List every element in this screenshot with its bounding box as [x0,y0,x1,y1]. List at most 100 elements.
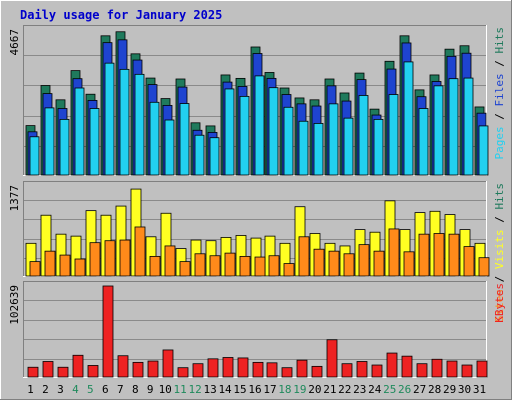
bar-sites-day-21 [328,250,340,277]
bar-kbytes-day-31 [476,360,488,378]
bar-sites-day-19 [298,236,310,277]
bar-pages-day-21 [328,103,339,176]
bar-sites-day-12 [194,253,206,277]
bar-sites-day-27 [418,233,430,277]
bar-sites-day-20 [313,248,325,277]
x-tick-label-day-12: 12 [189,383,202,396]
x-tick-label-day-3: 3 [57,383,64,396]
panel-bottom-legend: KBytes [493,283,506,323]
x-tick-label-day-13: 13 [203,383,216,396]
bar-kbytes-day-9 [147,360,159,378]
bar-sites-day-29 [448,233,460,277]
bar-sites-day-30 [463,246,475,277]
bar-kbytes-day-11 [177,367,189,378]
x-tick-label-day-8: 8 [132,383,139,396]
bar-pages-day-8 [134,73,145,176]
x-tick-label-day-24: 24 [368,383,382,396]
bar-pages-day-29 [448,78,459,176]
x-tick-label-day-16: 16 [248,383,261,396]
bar-pages-day-16 [254,75,265,176]
bar-pages-day-25 [388,94,399,176]
legend-separator: / [493,107,506,127]
bar-sites-day-8 [134,226,146,277]
bar-sites-day-17 [268,255,280,277]
bar-pages-day-11 [179,103,190,176]
legend-visits: Visits [493,229,506,269]
legend-sites: Sites [493,289,506,322]
x-tick-label-day-10: 10 [159,383,172,396]
legend-separator: / [493,54,506,74]
bar-pages-day-9 [149,101,160,176]
x-tick-label-day-28: 28 [428,383,441,396]
bar-pages-day-15 [239,95,250,176]
bar-pages-day-1 [29,136,40,176]
bar-kbytes-day-22 [341,363,353,378]
bar-pages-day-23 [358,95,369,176]
legend-separator: / [493,269,506,289]
bar-kbytes-day-15 [237,357,249,378]
bar-sites-day-31 [478,257,490,277]
bar-pages-day-3 [59,118,70,176]
bar-sites-day-4 [74,258,86,277]
bar-sites-day-6 [104,240,116,277]
bar-pages-day-6 [104,62,115,176]
bar-kbytes-day-1 [27,366,39,378]
bar-pages-day-10 [164,119,175,176]
bar-sites-day-18 [283,263,295,277]
bar-pages-day-24 [373,118,384,176]
bar-sites-day-26 [403,251,415,277]
bar-sites-day-11 [179,261,191,277]
x-tick-label-day-21: 21 [323,383,336,396]
bar-pages-day-20 [313,123,324,176]
x-tick-label-day-31: 31 [473,383,486,396]
bar-sites-day-25 [388,228,400,277]
x-tick-label-day-29: 29 [443,383,456,396]
bar-kbytes-day-7 [117,355,129,378]
bar-kbytes-day-29 [446,360,458,378]
bar-pages-day-12 [194,134,205,176]
x-tick-label-day-27: 27 [413,383,426,396]
panel-bottom: 102639 KBytes [8,281,506,378]
x-tick-label-day-20: 20 [308,383,321,396]
bar-sites-day-13 [209,255,221,277]
bar-kbytes-day-10 [162,349,174,378]
x-tick-label-day-14: 14 [218,383,232,396]
bar-kbytes-day-16 [252,361,264,378]
panel-middle-max-label: 1377 [8,185,21,212]
bar-kbytes-day-17 [266,362,278,378]
bar-sites-day-10 [164,245,176,277]
bar-sites-day-16 [254,256,266,277]
bar-kbytes-day-12 [192,363,204,378]
bar-pages-day-22 [343,117,354,176]
bar-kbytes-day-28 [431,358,443,378]
x-tick-label-day-15: 15 [233,383,246,396]
bar-sites-day-23 [358,244,370,277]
bar-kbytes-day-21 [326,339,338,378]
bar-sites-day-3 [59,254,71,277]
panel-top-max-label: 4667 [8,29,21,56]
bar-pages-day-19 [298,120,309,176]
x-tick-label-day-22: 22 [338,383,351,396]
panel-middle: 1377 Sites / Visits / Hits [8,181,506,322]
bar-kbytes-day-8 [132,361,144,378]
x-tick-label-day-17: 17 [263,383,276,396]
bar-kbytes-day-27 [416,363,428,378]
bar-pages-day-31 [478,125,489,176]
legend-hits: Hits [493,183,506,210]
bar-pages-day-17 [268,87,279,176]
bar-pages-day-5 [89,108,100,176]
x-tick-label-day-25: 25 [383,383,396,396]
x-tick-label-day-11: 11 [174,383,187,396]
bar-sites-day-2 [44,250,56,277]
panel-top: 4667 Pages / Files / Hits [8,25,506,176]
bar-sites-day-1 [29,261,41,277]
bar-sites-day-14 [224,252,236,277]
bar-kbytes-day-2 [42,361,54,378]
legend-files: Files [493,73,506,106]
chart-panels: 4667 Pages / Files / Hits 1377 Sites / Visi… [8,25,506,378]
x-tick-label-day-26: 26 [398,383,411,396]
x-tick-label-day-1: 1 [27,383,34,396]
bar-pages-day-18 [283,106,294,176]
bar-pages-day-4 [74,87,85,176]
bar-sites-day-15 [239,255,251,277]
